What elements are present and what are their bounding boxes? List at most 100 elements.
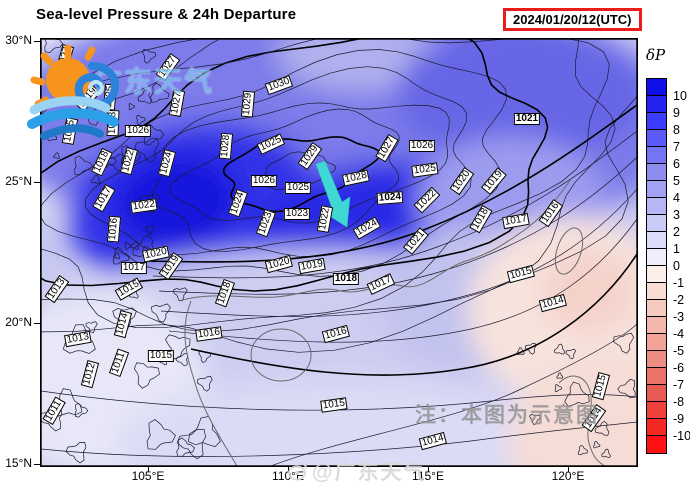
colorbar-segment <box>647 96 666 113</box>
colorbar-tick: -8 <box>673 395 685 409</box>
isobar-label: 1016 <box>538 198 564 228</box>
isobar-label: 1023 <box>255 208 277 238</box>
colorbar-tick: -2 <box>673 293 685 307</box>
isobar-label: 1015 <box>147 350 175 362</box>
colorbar-segment <box>647 198 666 215</box>
colorbar-segment <box>647 147 666 164</box>
isobar-label: 1022 <box>130 198 158 214</box>
colorbar-tick: -10 <box>673 429 690 443</box>
lat-tick-mark <box>34 41 40 42</box>
isobar-label: 1029 <box>297 141 323 171</box>
isobar-label: 1014 <box>538 293 568 313</box>
colorbar-tick: 5 <box>673 174 680 188</box>
isobar-label: 1011 <box>108 348 130 378</box>
colorbar-segments <box>647 79 666 453</box>
isobar-label: 1023 <box>283 208 311 220</box>
lon-tick-label: 105°E <box>131 469 165 483</box>
map-canvas <box>41 39 637 466</box>
hainan-island <box>250 328 312 382</box>
isobar-label: 1027 <box>375 133 399 163</box>
isobar-label: 1015 <box>114 277 144 301</box>
isobar-label: 1017 <box>502 212 530 230</box>
isobar-label: 1021 <box>402 227 430 255</box>
colorbar-tick: 1 <box>673 242 680 256</box>
colorbar-tick: -9 <box>673 412 685 426</box>
colorbar-segment <box>647 402 666 419</box>
isobar-label: 1011 <box>42 396 66 426</box>
isobar-label: 1017 <box>120 262 148 274</box>
isobar-label: 1013 <box>64 330 92 348</box>
lat-tick-label: 30°N <box>5 33 32 47</box>
colorbar-segment <box>647 436 666 453</box>
colorbar-tick: 7 <box>673 140 680 154</box>
page-title: Sea-level Pressure & 24h Departure <box>36 6 297 23</box>
lon-tick-mark <box>428 466 429 472</box>
colorbar-tick: 2 <box>673 225 680 239</box>
isobar-label: 1020 <box>449 166 475 196</box>
colorbar-tick: 10 <box>673 89 687 103</box>
isobar-label: 1018 <box>469 204 493 234</box>
lon-tick-mark <box>568 466 569 472</box>
isobar-label: 1024 <box>376 191 404 205</box>
footer-watermark-text: @广东天气 <box>312 461 427 484</box>
isobar-label: 1025 <box>411 162 439 178</box>
lat-tick-mark <box>34 323 40 324</box>
lat-tick-label: 15°N <box>5 456 32 470</box>
colorbar-segment <box>647 317 666 334</box>
isobar-label: 1017 <box>366 273 396 295</box>
lon-tick-label: 120°E <box>551 469 585 483</box>
lat-tick-mark <box>34 464 40 465</box>
isobar-label: 1020 <box>264 254 294 274</box>
isobar-label: 1018 <box>214 278 236 308</box>
colorbar-tick: -7 <box>673 378 685 392</box>
valid-time-badge: 2024/01/20/12(UTC) <box>503 8 642 31</box>
colorbar-segment <box>647 249 666 266</box>
colorbar-segment <box>647 79 666 96</box>
colorbar-segment <box>647 215 666 232</box>
footer-watermark: @广东天气 <box>286 456 426 486</box>
isobar-label: 1014 <box>418 431 448 451</box>
cloud-wave-icon <box>27 96 119 140</box>
isobar-label: 1014 <box>113 309 133 339</box>
isobar-label: 1026 <box>124 125 152 137</box>
isobar-label: 1015 <box>320 397 348 413</box>
isobar-label: 1030 <box>264 74 294 96</box>
colorbar-tick: 0 <box>673 259 680 273</box>
isobar-label: 1025 <box>284 182 312 194</box>
lon-tick-label: 115°E <box>412 469 444 483</box>
colorbar-segment <box>647 181 666 198</box>
isobar-label: 1026 <box>250 175 278 187</box>
colorbar-segment <box>647 113 666 130</box>
weibo-icon <box>288 462 307 481</box>
isobar-label: 1013 <box>44 274 70 304</box>
isobar-label: 1026 <box>408 140 436 152</box>
isobar-label: 1019 <box>480 167 508 195</box>
isobar-label: 1012 <box>80 359 100 389</box>
isobar-label: 1016 <box>321 324 351 344</box>
isobar-label: 1022 <box>119 146 139 176</box>
guangdong-weather-logo <box>27 44 119 140</box>
lat-tick-label: 20°N <box>5 315 32 329</box>
isobar-label: 1019 <box>298 257 326 275</box>
isobar-label: 1020 <box>141 245 171 263</box>
colorbar-segment <box>647 351 666 368</box>
pressure-label-layer: 1027 1019 1025 1028 1015 1027 1027 1026 1022 1024… <box>41 39 637 466</box>
lon-tick-mark <box>288 466 289 472</box>
lon-tick-mark <box>148 466 149 472</box>
colorbar-segment <box>647 419 666 436</box>
colorbar-title: δP <box>646 46 666 64</box>
colorbar-tick: -3 <box>673 310 685 324</box>
isobar-label: 1024 <box>227 188 249 218</box>
isobar-label: 1024 <box>157 148 177 178</box>
note-watermark: 注：本图为示意图 <box>415 404 599 427</box>
colorbar: 10 9 8 7 6 5 4 3 2 1 0 -1 -2 -3 -4 -5 -6 -7 -8 -9 -10 <box>646 78 690 454</box>
isobar-label: 1028 <box>341 169 371 187</box>
colorbar-segment <box>647 300 666 317</box>
colorbar-segment <box>647 334 666 351</box>
isobar-label: 1016 <box>106 215 122 243</box>
colorbar-segment <box>647 164 666 181</box>
isobar-label: 1015 <box>506 264 536 284</box>
colorbar-segment <box>647 283 666 300</box>
colorbar-tick: -6 <box>673 361 685 375</box>
